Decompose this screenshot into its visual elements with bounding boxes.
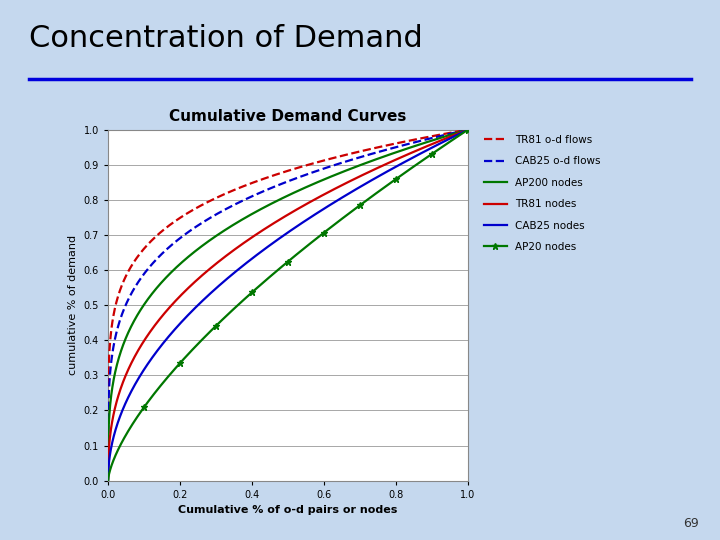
X-axis label: Cumulative % of o-d pairs or nodes: Cumulative % of o-d pairs or nodes (179, 505, 397, 515)
Y-axis label: cumulative % of demand: cumulative % of demand (68, 235, 78, 375)
Text: Concentration of Demand: Concentration of Demand (29, 24, 423, 53)
Legend: TR81 o-d flows, CAB25 o-d flows, AP200 nodes, TR81 nodes, CAB25 nodes, AP20 node: TR81 o-d flows, CAB25 o-d flows, AP200 n… (484, 135, 600, 252)
Text: 69: 69 (683, 517, 698, 530)
Title: Cumulative Demand Curves: Cumulative Demand Curves (169, 109, 407, 124)
